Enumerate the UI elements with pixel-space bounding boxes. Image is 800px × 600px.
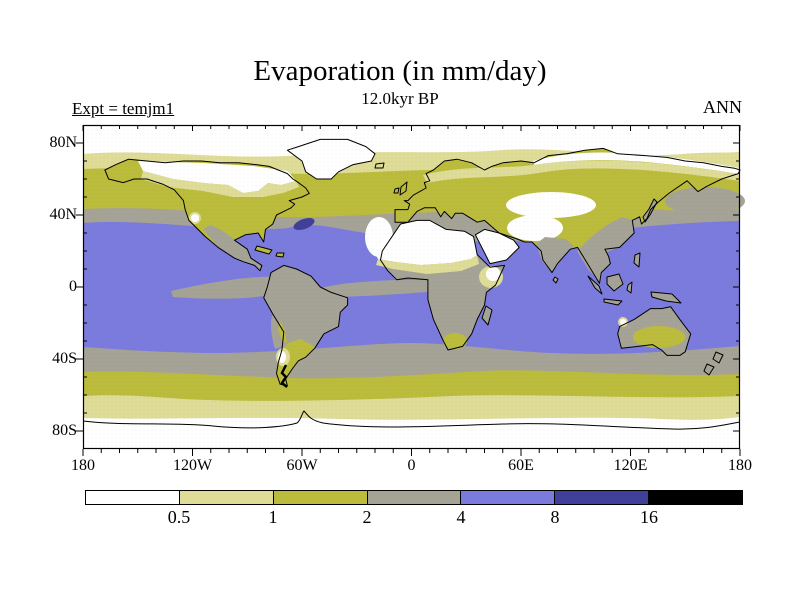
colorbar-segment <box>460 491 555 504</box>
plot-subtitle: 12.0kyr BP <box>361 89 439 108</box>
colorbar-tick-label: 4 <box>456 507 466 527</box>
lat-tick-label: 40N <box>49 206 77 223</box>
lon-tick-label: 180 <box>71 457 95 474</box>
lon-tick-label: 60W <box>286 457 318 474</box>
colorbar-tick-label: 8 <box>550 507 560 527</box>
stipple-texture <box>83 125 740 449</box>
plot-title: Evaporation (in mm/day) <box>253 55 547 87</box>
colorbar-segment <box>366 491 461 504</box>
lat-tick-label: 40S <box>52 350 77 367</box>
colorbar-segment <box>554 491 649 504</box>
lon-tick-label: 60E <box>508 457 534 474</box>
colorbar-tick-label: 16 <box>640 507 658 527</box>
map-area <box>76 124 745 456</box>
colorbar-segment <box>178 491 273 504</box>
colorbar-tick-label: 1 <box>268 507 278 527</box>
lon-tick-label: 0 <box>407 457 416 474</box>
axis-ticks <box>76 125 741 456</box>
lon-tick-label: 180 <box>728 457 752 474</box>
world-map <box>76 124 745 456</box>
colorbar-tick-label: 0.5 <box>167 507 191 527</box>
colorbar-segment <box>86 491 179 504</box>
lat-tick-label: 80N <box>49 134 77 151</box>
colorbar-segment <box>272 491 367 504</box>
experiment-label: Expt = temjm1 <box>72 99 175 118</box>
colorbar <box>85 490 743 505</box>
lat-tick-label: 0 <box>69 278 77 295</box>
season-label: ANN <box>703 97 742 117</box>
colorbar-tick-label: 2 <box>362 507 372 527</box>
lon-tick-label: 120E <box>613 457 648 474</box>
colorbar-segment <box>648 491 743 504</box>
lat-tick-label: 80S <box>52 422 77 439</box>
lon-tick-label: 120W <box>172 457 213 474</box>
